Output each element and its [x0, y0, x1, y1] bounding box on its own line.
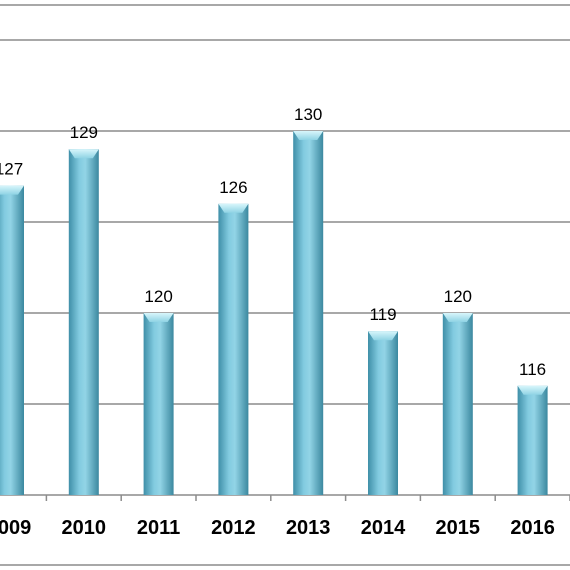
x-tick-label-2009: 2009: [0, 517, 31, 539]
bar-cap: [368, 331, 398, 341]
bar-2014: [368, 331, 398, 495]
bar-2010: [68, 149, 99, 495]
x-tick-label-2010: 2010: [62, 517, 107, 539]
bar-2016: [517, 385, 548, 495]
data-label-2009: 127: [0, 160, 23, 179]
data-label-2013: 130: [294, 105, 322, 124]
bar-cap: [218, 203, 249, 213]
x-tick-label-2012: 2012: [211, 517, 256, 539]
x-tick-label-2015: 2015: [436, 517, 481, 539]
bar-body: [517, 385, 548, 495]
data-label-2012: 126: [219, 178, 247, 197]
bar-cap: [442, 313, 473, 322]
bar-body: [68, 149, 99, 495]
bar-2015: [442, 313, 473, 495]
bar-cap: [0, 185, 24, 195]
bar-body: [0, 185, 24, 495]
x-tick-label-2011: 2011: [137, 517, 180, 539]
x-tick-label-2016: 2016: [510, 517, 555, 539]
bars: [0, 131, 548, 496]
data-label-2014: 119: [369, 305, 396, 324]
bar-body: [218, 203, 249, 496]
bar-body: [368, 331, 398, 495]
bar-cap: [293, 131, 324, 140]
x-axis-tick-labels: 2009 2010 2011 2012 2013 2014 2015 2016: [0, 517, 555, 539]
data-label-2011: 120: [144, 287, 172, 306]
data-label-2010: 129: [70, 123, 98, 142]
data-labels: 127 129 120 126 130 119 120 116: [0, 105, 546, 379]
bar-2012: [218, 203, 249, 496]
bar-cap: [143, 313, 174, 322]
x-tick-label-2014: 2014: [361, 517, 406, 539]
bar-body: [442, 313, 473, 495]
data-label-2015: 120: [444, 287, 472, 306]
bar-cap: [517, 385, 548, 395]
bar-body: [143, 313, 174, 495]
x-tick-label-2013: 2013: [286, 517, 331, 539]
bar-2013: [293, 131, 324, 495]
data-label-2016: 116: [519, 360, 546, 379]
bar-2009: [0, 185, 24, 495]
bar-body: [293, 131, 324, 495]
bar-cap: [68, 149, 99, 159]
bar-2011: [143, 313, 174, 495]
